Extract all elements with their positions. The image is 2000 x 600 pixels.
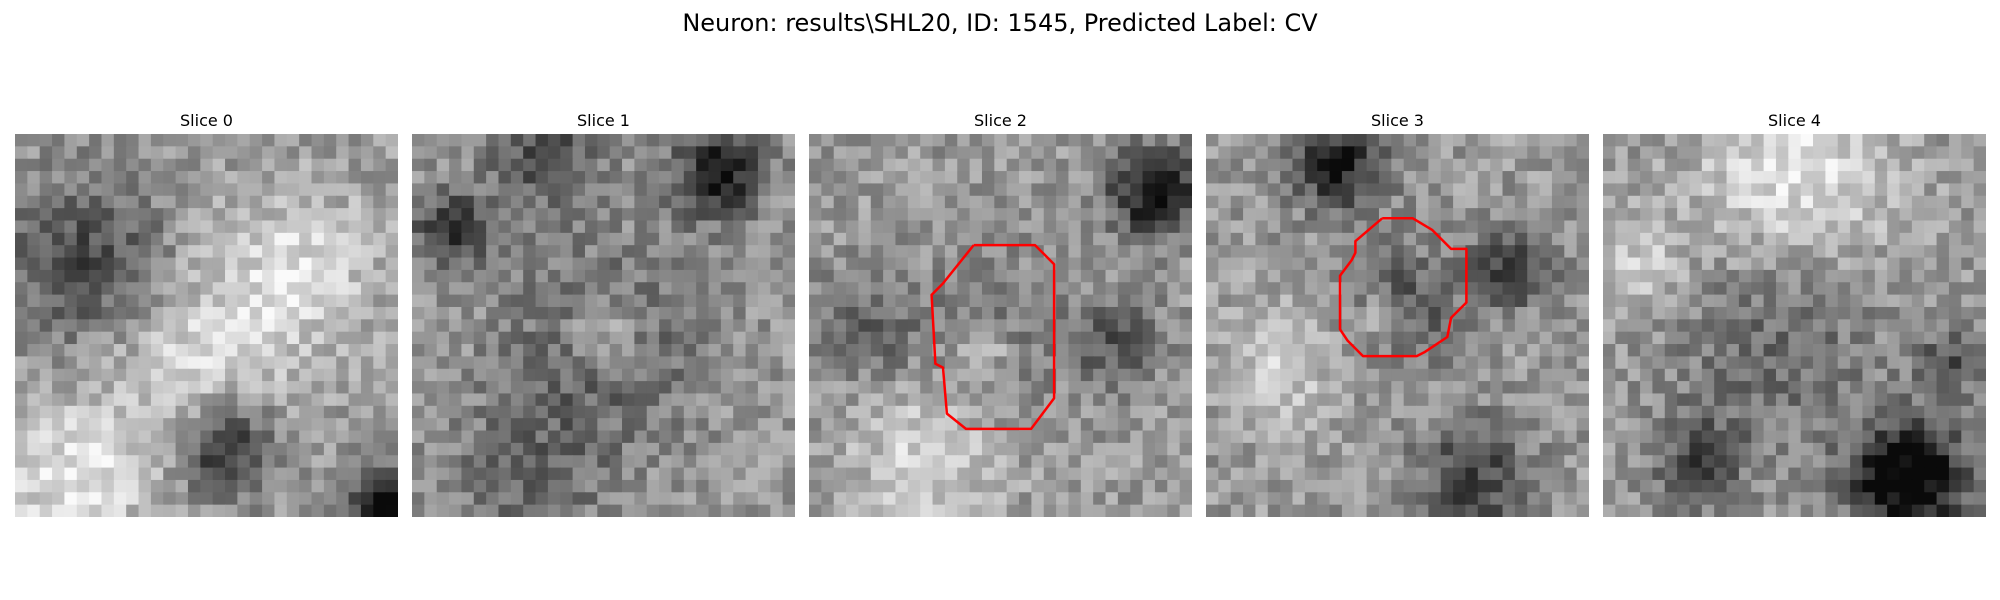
slice-image-0: [15, 134, 398, 517]
slice-image-2: [809, 134, 1192, 517]
slice-title: Slice 0: [180, 111, 233, 130]
figure-title: Neuron: results\SHL20, ID: 1545, Predict…: [682, 9, 1318, 37]
slice-panel-0: Slice 0: [15, 110, 398, 517]
slice-title: Slice 3: [1371, 111, 1424, 130]
slice-panel-2: Slice 2: [809, 110, 1192, 517]
segmentation-contour: [1338, 217, 1468, 358]
slice-title: Slice 4: [1768, 111, 1821, 130]
slice-image-1: [412, 134, 795, 517]
slice-panel-3: Slice 3: [1206, 110, 1589, 517]
slice-title: Slice 1: [577, 111, 630, 130]
slice-image-3: [1206, 134, 1589, 517]
slice-image-4: [1603, 134, 1986, 517]
slice-panel-1: Slice 1: [412, 110, 795, 517]
segmentation-contour: [930, 243, 1056, 431]
slice-panel-4: Slice 4: [1603, 110, 1986, 517]
slice-title: Slice 2: [974, 111, 1027, 130]
